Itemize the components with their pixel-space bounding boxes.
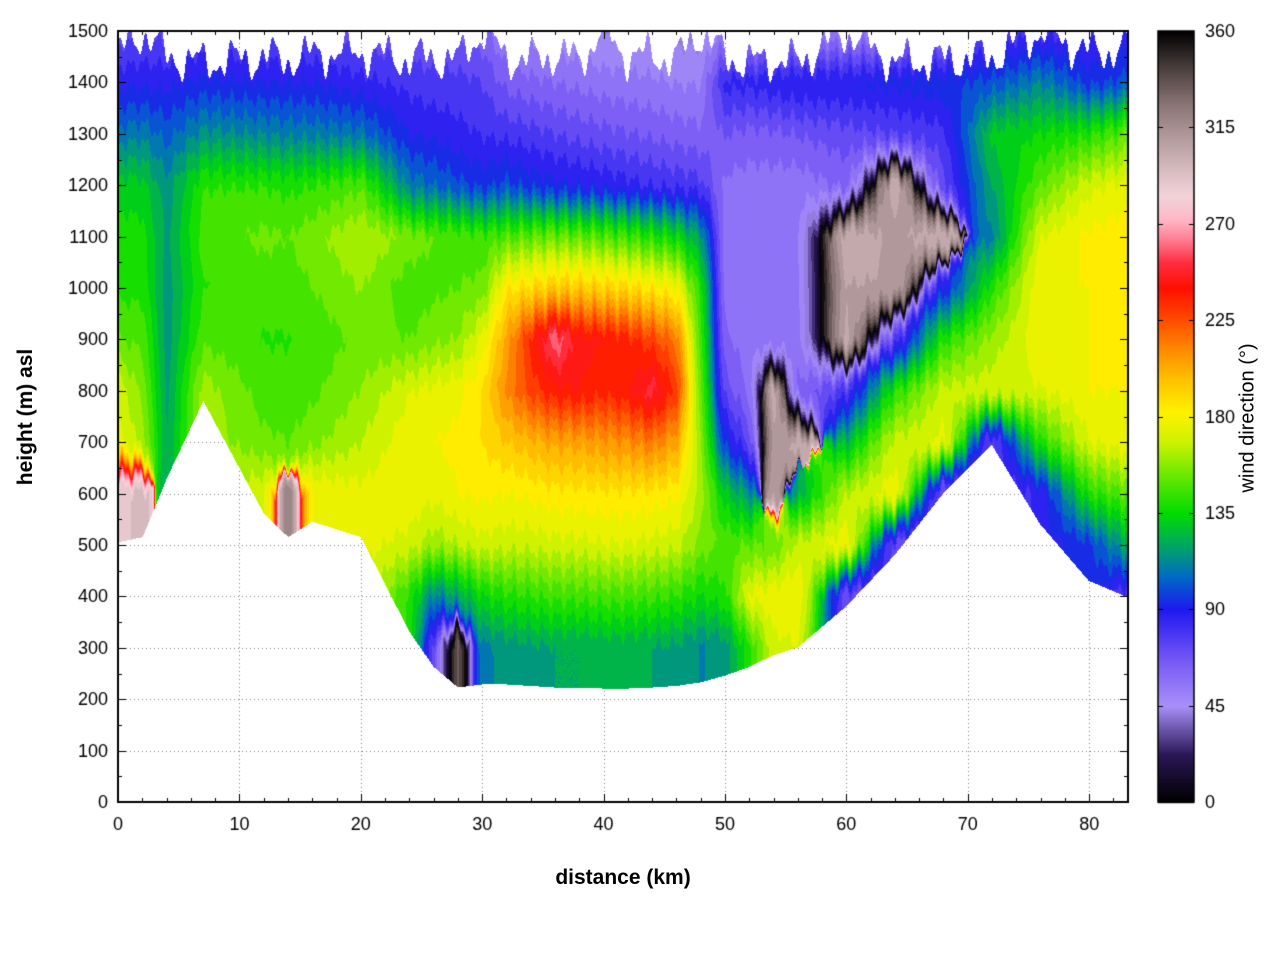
colorbar-label: wind direction (°) — [1236, 343, 1259, 493]
y-axis-label: height (m) asl — [14, 348, 37, 486]
x-axis-label: distance (km) — [555, 866, 691, 889]
